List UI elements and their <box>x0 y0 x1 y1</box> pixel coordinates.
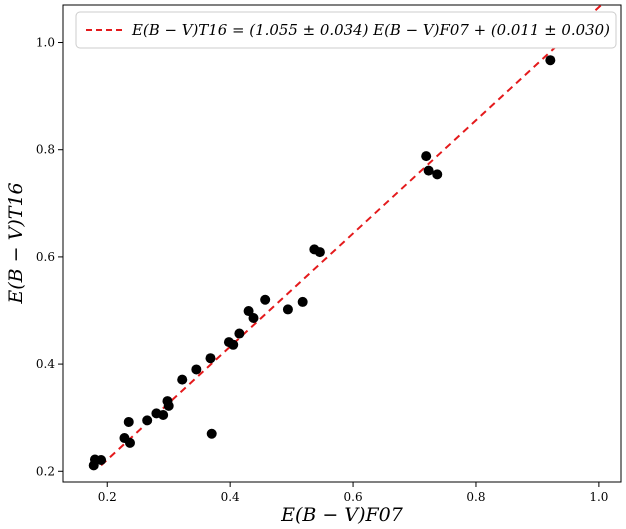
y-tick-label: 1.0 <box>36 36 55 50</box>
data-point <box>191 364 202 375</box>
data-point <box>297 296 308 307</box>
legend-box <box>75 11 617 49</box>
data-point <box>432 169 443 180</box>
fit-line <box>100 5 603 467</box>
data-point <box>260 294 271 305</box>
y-tick-label: 0.6 <box>36 250 55 264</box>
data-point <box>314 247 325 258</box>
legend-label: E(B − V)T16 = (1.055 ± 0.034) E(B − V)F0… <box>131 21 610 39</box>
fit-line-layer <box>100 5 603 467</box>
data-point <box>234 328 245 339</box>
data-point <box>421 151 432 162</box>
x-tick-label: 0.2 <box>98 490 117 504</box>
data-point <box>96 455 107 466</box>
data-point <box>123 416 134 427</box>
data-point <box>205 353 216 364</box>
x-tick-label: 0.8 <box>466 490 485 504</box>
x-axis-label: E(B − V)F07 <box>280 504 404 526</box>
y-axis-label: E(B − V)T16 <box>5 182 27 304</box>
y-tick-label: 0.4 <box>36 357 55 371</box>
data-point <box>248 312 259 323</box>
data-point <box>163 400 174 411</box>
x-tick-label: 0.4 <box>221 490 240 504</box>
data-point <box>158 410 169 421</box>
data-point <box>142 415 153 426</box>
x-tick-label: 0.6 <box>344 490 363 504</box>
data-point <box>228 339 239 350</box>
data-point <box>206 428 217 439</box>
data-points <box>88 55 556 471</box>
x-tick-label: 1.0 <box>589 490 608 504</box>
data-point <box>243 306 254 317</box>
y-tick-label: 0.8 <box>36 143 55 157</box>
data-point <box>124 437 135 448</box>
data-point <box>177 374 188 385</box>
data-point <box>423 165 434 176</box>
data-point <box>545 55 556 66</box>
y-axis: 0.2 0.4 0.6 0.8 1.0 <box>36 36 63 478</box>
y-tick-label: 0.2 <box>36 464 55 478</box>
legend: E(B − V)T16 = (1.055 ± 0.034) E(B − V)F0… <box>75 11 617 49</box>
x-axis: 0.2 0.4 0.6 0.8 1.0 <box>98 482 608 504</box>
data-point <box>282 304 293 315</box>
